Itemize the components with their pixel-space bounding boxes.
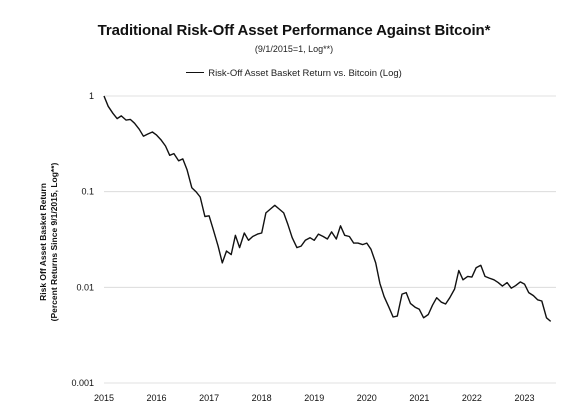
y-axis-title-line-1: Risk Off Asset Basket Return [38, 183, 48, 301]
x-tick-label: 2020 [357, 393, 377, 403]
y-tick-label: 0.001 [71, 378, 94, 388]
x-axis: 2015 2016 2017 2018 2019 2020 2021 2022 2023 [94, 393, 534, 403]
y-tick-label: 0.1 [81, 187, 94, 197]
grid-layer [104, 95, 556, 384]
x-tick-label: 2022 [462, 393, 482, 403]
legend-label: Risk-Off Asset Basket Return vs. Bitcoin… [208, 68, 402, 79]
x-tick-label: 2019 [304, 393, 324, 403]
series-layer [103, 95, 552, 322]
y-tick-label: 1 [89, 91, 94, 101]
x-tick-label: 2018 [252, 393, 272, 403]
chart-title: Traditional Risk-Off Asset Performance A… [97, 22, 491, 39]
series-line [103, 95, 552, 322]
y-axis: 1 0.1 0.01 0.001 [71, 91, 94, 388]
legend: Risk-Off Asset Basket Return vs. Bitcoin… [0, 68, 588, 79]
x-tick-label: 2021 [409, 393, 429, 403]
y-tick-label: 0.01 [76, 282, 94, 292]
chart-subtitle: (9/1/2015=1, Log**) [254, 44, 334, 54]
legend-swatch [186, 71, 205, 73]
y-axis-title: Risk Off Asset Basket Return (Percent Re… [38, 162, 59, 321]
x-tick-label: 2023 [514, 393, 534, 403]
x-tick-label: 2015 [94, 393, 114, 403]
x-tick-label: 2017 [199, 393, 219, 403]
y-axis-title-line-2: (Percent Returns Since 9/1/2015, Log**) [49, 162, 59, 321]
x-tick-label: 2016 [147, 393, 167, 403]
